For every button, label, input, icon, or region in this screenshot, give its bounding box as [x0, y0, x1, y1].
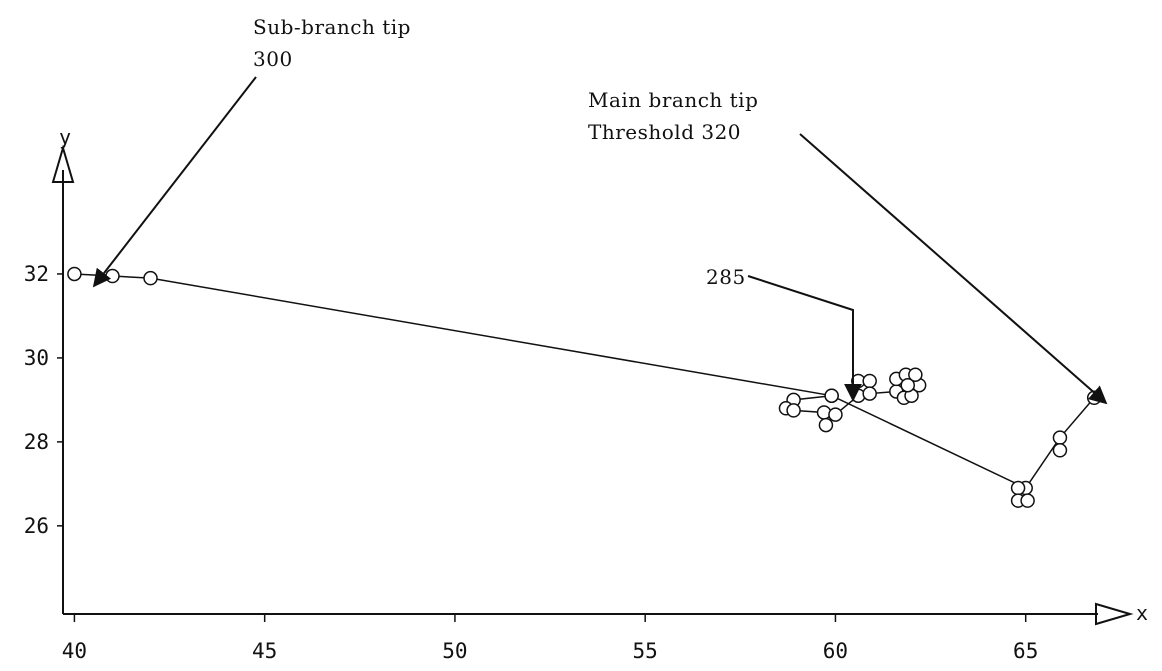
annotation-sub-branch-arrow — [92, 76, 257, 288]
trace-point-2-0 — [1010, 480, 1026, 496]
x-axis-arrowhead — [1095, 602, 1134, 626]
trace-point-1-6 — [828, 407, 843, 422]
annotation-main-branch-threshold: Threshold 320 — [588, 120, 741, 144]
trace-point-1-5 — [818, 417, 834, 433]
annotation-285: 285 — [706, 265, 862, 402]
trace-point-1-17 — [908, 367, 923, 382]
y-tick-label-1: 28 — [24, 430, 49, 454]
trace-point-0-1 — [105, 268, 120, 284]
trace-point-1-0 — [824, 388, 839, 403]
x-tick-label-3: 55 — [633, 639, 658, 663]
trace-lines — [74, 273, 1095, 490]
annotation-main-branch-arrow — [799, 133, 1108, 405]
y-tick-label-3: 32 — [24, 262, 49, 286]
x-tick-label-1: 45 — [252, 639, 277, 663]
annotation-285-arrow — [747, 275, 862, 402]
trace-points — [67, 266, 1102, 508]
trace-point-1-10 — [862, 386, 877, 401]
annotation-sub-branch-title: Sub-branch tip — [253, 15, 411, 39]
x-tick-label-0: 40 — [62, 639, 87, 663]
annotation-285-label: 285 — [706, 265, 746, 289]
x-tick-label-5: 65 — [1013, 639, 1038, 663]
y-tick-label-0: 26 — [24, 514, 49, 538]
x-tick-label-4: 60 — [823, 639, 848, 663]
y-axis-arrowhead — [51, 144, 75, 183]
trace-line-0 — [74, 273, 1095, 490]
x-axis-label: x — [1136, 601, 1148, 625]
trace-point-0-2 — [143, 270, 158, 286]
annotation-sub-branch: Sub-branch tip 300 — [92, 15, 411, 288]
trace-point-2-2 — [1020, 493, 1035, 508]
axes: y x — [51, 125, 1148, 626]
annotation-sub-branch-value: 300 — [253, 47, 293, 71]
annotation-main-branch-title: Main branch tip — [588, 88, 758, 112]
axis-ticks: 40 45 50 55 60 65 26 28 30 32 — [24, 262, 1039, 663]
y-tick-label-2: 30 — [24, 346, 49, 370]
trace-point-1-9 — [862, 373, 877, 389]
trace-point-2-4 — [900, 377, 915, 393]
annotation-main-branch: Main branch tip Threshold 320 — [588, 88, 1108, 405]
trace-point-0-0 — [67, 266, 82, 282]
x-tick-label-2: 50 — [442, 639, 467, 663]
trace-point-0-5 — [1052, 430, 1068, 445]
trace-point-1-3 — [786, 403, 801, 418]
y-axis-label: y — [59, 125, 71, 149]
trace-point-2-3 — [1052, 443, 1068, 458]
